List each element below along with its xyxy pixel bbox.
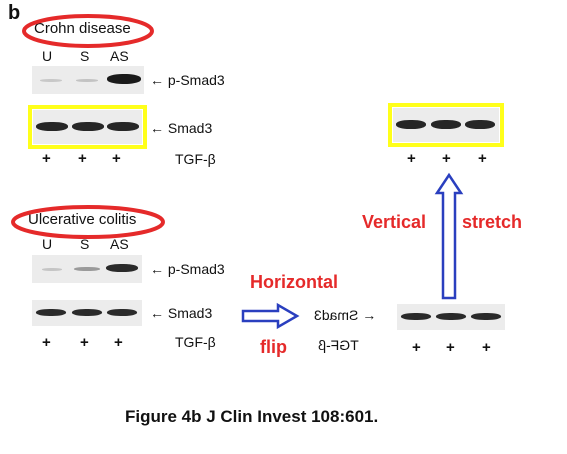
stretch-text: stretch [462, 212, 523, 232]
flipped-smad3-label: Smad3 → [314, 307, 377, 323]
crohn-plus-3: + [112, 150, 121, 167]
crohn-psmad3-label: ← p-Smad3 [150, 72, 225, 88]
crohn-tgf-label: TGF-β [175, 151, 216, 167]
uc-title-ellipse [11, 205, 165, 239]
horizontal-arrow-icon [241, 302, 300, 330]
crohn-lane-as: AS [110, 48, 129, 64]
crohn-lane-u: U [42, 48, 53, 64]
uc-plus-3: + [114, 334, 123, 351]
stretched-plus-1: + [407, 150, 416, 167]
figure-caption: Figure 4b J Clin Invest 108:601. [125, 407, 379, 426]
uc-smad3-blot [32, 300, 142, 326]
uc-lane-as: AS [110, 236, 129, 252]
vertical-text: Vertical [362, 212, 427, 232]
flipped-plus-3: + [482, 339, 491, 356]
crohn-smad3-highlight [28, 105, 147, 149]
uc-plus-2: + [80, 334, 89, 351]
vertical-arrow-icon [434, 172, 464, 300]
flipped-plus-1: + [412, 339, 421, 356]
uc-tgf-label: TGF-β [175, 334, 216, 350]
stretched-plus-3: + [478, 150, 487, 167]
crohn-plus-2: + [78, 150, 87, 167]
uc-lane-u: U [42, 236, 53, 252]
crohn-smad3-blot [33, 110, 142, 144]
stretched-smad3-highlight [388, 103, 504, 147]
flipped-plus-2: + [446, 339, 455, 356]
crohn-title-ellipse [22, 14, 154, 48]
uc-plus-1: + [42, 334, 51, 351]
crohn-lane-s: S [80, 48, 90, 64]
stretched-plus-2: + [442, 150, 451, 167]
panel-letter: b [8, 2, 21, 24]
crohn-psmad3-blot [32, 66, 144, 94]
crohn-smad3-label: ← Smad3 [150, 120, 213, 136]
crohn-plus-1: + [42, 150, 51, 167]
flipped-smad3-blot [397, 304, 505, 330]
flip-text: flip [260, 337, 287, 357]
crohn-title: Crohn disease [34, 20, 131, 37]
uc-title: Ulcerative colitis [28, 211, 137, 228]
uc-lane-s: S [80, 236, 90, 252]
horizontal-text: Horizontal [250, 272, 338, 292]
uc-psmad3-label: ← p-Smad3 [150, 261, 225, 277]
uc-smad3-label: ← Smad3 [150, 305, 213, 321]
stretched-smad3-blot [393, 108, 499, 142]
uc-psmad3-blot [32, 255, 142, 283]
